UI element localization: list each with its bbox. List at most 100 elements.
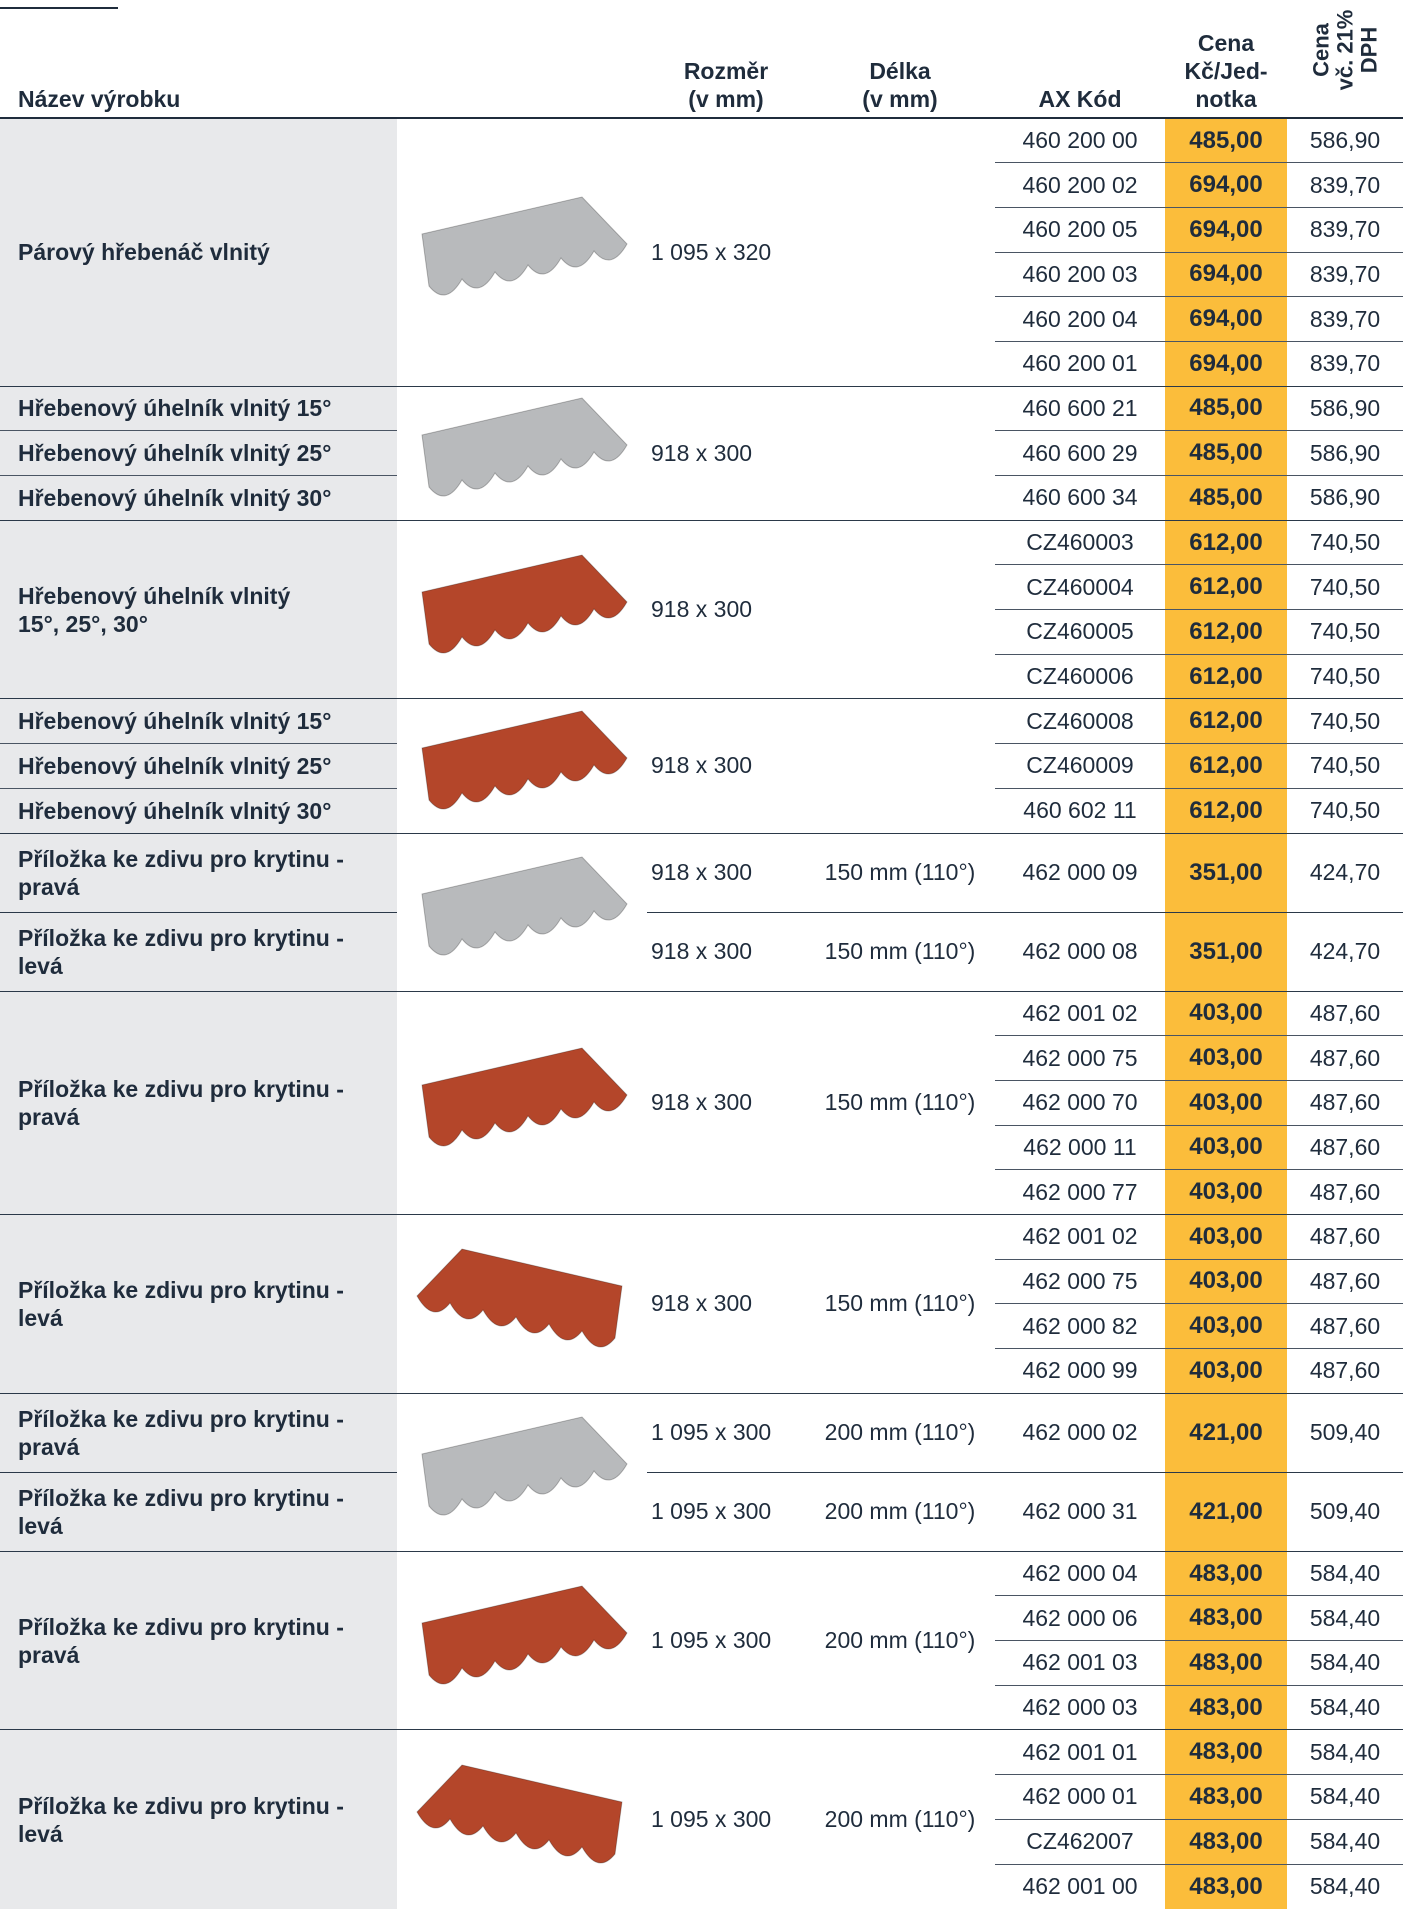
product-shape xyxy=(421,1047,628,1147)
product-name: Hřebenový úhelník vlnitý 30° xyxy=(0,475,397,521)
price: 483,00 xyxy=(1165,1863,1287,1909)
product-shape xyxy=(421,196,628,296)
code: CZ460009 xyxy=(995,743,1165,789)
code: 462 000 06 xyxy=(995,1595,1165,1641)
product-name: Párový hřebenáč vlnitý xyxy=(0,117,397,387)
price: 612,00 xyxy=(1165,698,1287,744)
code: 462 001 00 xyxy=(995,1863,1165,1909)
header-line: vč. 21% xyxy=(1331,9,1357,91)
price: 485,00 xyxy=(1165,430,1287,476)
price-vat: 487,60 xyxy=(1287,1035,1403,1081)
size: 918 x 300 xyxy=(647,911,805,991)
header-line: Cena xyxy=(1307,23,1333,77)
price-vat: 740,50 xyxy=(1287,743,1403,789)
code: 462 000 77 xyxy=(995,1169,1165,1215)
code: 462 001 02 xyxy=(995,1213,1165,1260)
code: 462 000 08 xyxy=(995,911,1165,991)
price-vat: 839,70 xyxy=(1287,251,1403,297)
price-vat: 509,40 xyxy=(1287,1471,1403,1552)
price: 403,00 xyxy=(1165,1348,1287,1394)
code: 462 000 11 xyxy=(995,1124,1165,1170)
size: 1 095 x 300 xyxy=(647,1471,805,1552)
size: 1 095 x 300 xyxy=(647,1729,805,1909)
product-shape xyxy=(416,1764,623,1863)
table-row: CZ460005 612,00 740,50 xyxy=(0,609,1403,655)
price: 694,00 xyxy=(1165,206,1287,253)
product-image xyxy=(421,397,628,497)
table-row: 462 000 75 403,00 487,60 xyxy=(0,1258,1403,1304)
product-image-cell xyxy=(397,1729,647,1909)
price: 403,00 xyxy=(1165,1169,1287,1215)
price-vat: 740,50 xyxy=(1287,519,1403,565)
price: 483,00 xyxy=(1165,1774,1287,1820)
price-vat: 584,40 xyxy=(1287,1640,1403,1686)
table-row: 462 000 77 403,00 487,60 xyxy=(0,1169,1403,1215)
code: 462 001 02 xyxy=(995,990,1165,1036)
code: 460 600 21 xyxy=(995,385,1165,431)
header-price-vat: Cena vč. 21% DPH xyxy=(1287,9,1403,119)
product-image xyxy=(421,1585,628,1684)
price: 483,00 xyxy=(1165,1595,1287,1641)
header-line: notka xyxy=(1195,86,1257,112)
product-image-cell xyxy=(397,117,647,387)
price: 612,00 xyxy=(1165,519,1287,565)
code: CZ460005 xyxy=(995,609,1165,655)
price: 612,00 xyxy=(1165,787,1287,833)
product-image-cell xyxy=(397,1550,647,1730)
price: 403,00 xyxy=(1165,1303,1287,1349)
table-row: Hřebenový úhelník vlnitý 15°, 25°, 30° 91… xyxy=(0,519,1403,699)
header-name: Název výrobku xyxy=(0,10,397,119)
code: 462 000 09 xyxy=(995,832,1165,912)
table-row: 460 200 05 694,00 839,70 xyxy=(0,206,1403,253)
product-image-cell xyxy=(397,519,647,699)
product-name: Příložka ke zdivu pro krytinu - pravá xyxy=(0,1550,397,1730)
table-row: Párový hřebenáč vlnitý 1 095 x 320 460 200… xyxy=(0,117,1403,387)
code: 460 200 05 xyxy=(995,206,1165,253)
price: 403,00 xyxy=(1165,1035,1287,1081)
table-row: 460 200 01 694,00 839,70 xyxy=(0,340,1403,387)
top-rule xyxy=(0,7,118,9)
price-vat: 586,90 xyxy=(1287,430,1403,476)
rotated-header: Cena vč. 21% DPH xyxy=(1307,9,1381,91)
product-image xyxy=(421,1416,628,1516)
price-vat: 839,70 xyxy=(1287,162,1403,208)
price-table: Název výrobku Rozměr (v mm) Délka (v mm) A… xyxy=(0,10,1403,1909)
price-vat: 487,60 xyxy=(1287,1348,1403,1394)
price-vat: 740,50 xyxy=(1287,564,1403,610)
length xyxy=(805,385,995,521)
table-row: Příložka ke zdivu pro krytinu - pravá 1 0… xyxy=(0,1550,1403,1730)
code: 462 000 31 xyxy=(995,1471,1165,1552)
table-row: Příložka ke zdivu pro krytinu - pravá 918… xyxy=(0,990,1403,1215)
code: 460 200 02 xyxy=(995,162,1165,208)
price: 485,00 xyxy=(1165,117,1287,163)
product-name: Příložka ke zdivu pro krytinu - pravá xyxy=(0,1392,397,1473)
length xyxy=(805,698,995,833)
code: 462 000 01 xyxy=(995,1774,1165,1820)
code: 460 200 04 xyxy=(995,296,1165,342)
code: 460 600 34 xyxy=(995,475,1165,521)
code: 462 000 03 xyxy=(995,1684,1165,1730)
table-row: 460 200 04 694,00 839,70 xyxy=(0,296,1403,342)
code: 460 200 01 xyxy=(995,340,1165,387)
table-row: Příložka ke zdivu pro krytinu - levá 918 … xyxy=(0,911,1403,991)
table-row: Hřebenový úhelník vlnitý 30° 460 602 11 61… xyxy=(0,787,1403,833)
size: 918 x 300 xyxy=(647,698,805,833)
table-row: 462 000 03 483,00 584,40 xyxy=(0,1684,1403,1730)
price: 403,00 xyxy=(1165,1258,1287,1304)
size: 918 x 300 xyxy=(647,832,805,912)
table-row: 460 200 02 694,00 839,70 xyxy=(0,162,1403,208)
product-shape xyxy=(421,1416,628,1516)
price: 612,00 xyxy=(1165,653,1287,699)
price-vat: 584,40 xyxy=(1287,1863,1403,1909)
price: 403,00 xyxy=(1165,990,1287,1036)
code: 462 000 04 xyxy=(995,1550,1165,1596)
table-row: Hřebenový úhelník vlnitý 25° CZ460009 612,… xyxy=(0,743,1403,789)
product-image xyxy=(421,710,628,810)
price-vat: 740,50 xyxy=(1287,609,1403,655)
product-image xyxy=(421,196,628,296)
length xyxy=(805,117,995,387)
product-name: Příložka ke zdivu pro krytinu - levá xyxy=(0,1213,397,1394)
product-image xyxy=(421,856,628,956)
size: 918 x 300 xyxy=(647,990,805,1215)
code: 460 602 11 xyxy=(995,787,1165,833)
